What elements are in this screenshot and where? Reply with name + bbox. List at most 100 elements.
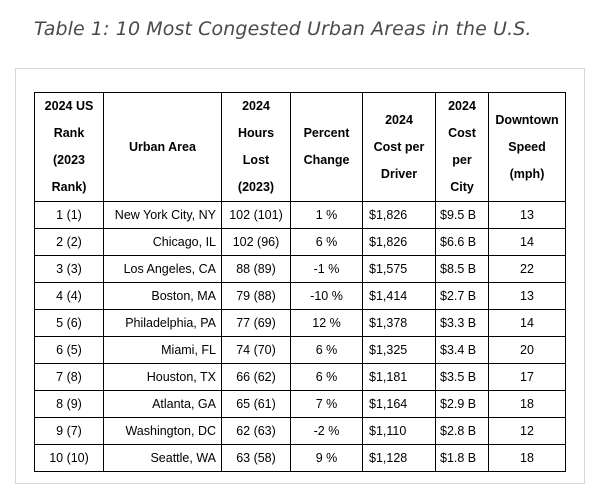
cost-per-city-cell: $2.7 B: [435, 282, 489, 310]
percent-change-cell: -10 %: [290, 282, 363, 310]
table-row: 8 (9) Atlanta, GA 65 (61) 7 % $1,164 $2.9 B 18: [34, 390, 566, 418]
rank-cell: 2 (2): [34, 228, 104, 256]
hours-lost-cell: 79 (88): [221, 282, 291, 310]
cost-per-city-cell: $1.8 B: [435, 444, 489, 472]
table-row: 1 (1) New York City, NY 102 (101) 1 % $1,826…: [34, 201, 566, 229]
table-row: 7 (8) Houston, TX 66 (62) 6 % $1,181 $3.5 B 17: [34, 363, 566, 391]
table-caption: Table 1: 10 Most Congested Urban Areas i…: [34, 18, 532, 40]
header-line: Lost: [242, 153, 270, 167]
header-line: per: [452, 153, 472, 167]
percent-change-cell: 7 %: [290, 390, 363, 418]
hours-lost-cell: 88 (89): [221, 255, 291, 283]
header-line: Cost per: [373, 139, 425, 154]
cost-per-city-cell: $9.5 B: [435, 201, 489, 229]
downtown-speed-cell: 22: [488, 255, 566, 283]
hours-lost-header: 2024 Hours Lost (2023): [221, 92, 291, 202]
table-frame: [15, 68, 585, 484]
hours-lost-cell: 63 (58): [221, 444, 291, 472]
header-line: Rank: [53, 126, 85, 140]
table-row: 9 (7) Washington, DC 62 (63) -2 % $1,110 $2.8…: [34, 417, 566, 445]
header-line: Rank): [51, 180, 87, 194]
cost-per-driver-cell: $1,414: [362, 282, 436, 310]
urban-area-cell: Seattle, WA: [103, 444, 222, 472]
header-line: (2023: [53, 153, 85, 167]
cost-per-city-header: 2024 Cost per City: [435, 92, 489, 202]
cost-per-city-cell: $8.5 B: [435, 255, 489, 283]
urban-area-cell: Atlanta, GA: [103, 390, 222, 418]
percent-change-cell: 1 %: [290, 201, 363, 229]
downtown-speed-cell: 14: [488, 309, 566, 337]
header-line: Change: [303, 153, 350, 167]
cost-per-city-cell: $3.3 B: [435, 309, 489, 337]
table-row: 3 (3) Los Angeles, CA 88 (89) -1 % $1,575 $8.…: [34, 255, 566, 283]
urban-area-cell: Washington, DC: [103, 417, 222, 445]
cost-per-city-cell: $2.8 B: [435, 417, 489, 445]
downtown-speed-cell: 12: [488, 417, 566, 445]
header-line: Cost: [448, 126, 476, 140]
downtown-speed-cell: 14: [488, 228, 566, 256]
cost-per-driver-cell: $1,325: [362, 336, 436, 364]
table-row: 10 (10) Seattle, WA 63 (58) 9 % $1,128 $1.8 B…: [34, 444, 566, 472]
percent-change-cell: 9 %: [290, 444, 363, 472]
hours-lost-cell: 62 (63): [221, 417, 291, 445]
hours-lost-cell: 102 (101): [221, 201, 291, 229]
cost-per-driver-cell: $1,575: [362, 255, 436, 283]
rank-cell: 7 (8): [34, 363, 104, 391]
cost-per-city-cell: $3.4 B: [435, 336, 489, 364]
header-line: 2024: [242, 99, 270, 113]
header-line: 2024: [385, 112, 413, 127]
rank-cell: 6 (5): [34, 336, 104, 364]
downtown-speed-cell: 20: [488, 336, 566, 364]
table-row: 5 (6) Philadelphia, PA 77 (69) 12 % $1,378 $3…: [34, 309, 566, 337]
hours-lost-cell: 77 (69): [221, 309, 291, 337]
header-line: Percent: [303, 126, 350, 140]
rank-cell: 4 (4): [34, 282, 104, 310]
cost-per-driver-cell: $1,826: [362, 201, 436, 229]
downtown-speed-header: Downtown Speed (mph): [488, 92, 566, 202]
urban-area-cell: Los Angeles, CA: [103, 255, 222, 283]
rank-header: 2024 US Rank (2023 Rank): [34, 92, 104, 202]
hours-lost-cell: 74 (70): [221, 336, 291, 364]
rank-cell: 9 (7): [34, 417, 104, 445]
header-line: Speed: [508, 139, 546, 154]
cost-per-city-cell: $3.5 B: [435, 363, 489, 391]
header-line: Hours: [237, 126, 275, 140]
urban-area-cell: Houston, TX: [103, 363, 222, 391]
cost-per-driver-cell: $1,378: [362, 309, 436, 337]
urban-area-cell: New York City, NY: [103, 201, 222, 229]
header-line: 2024 US: [44, 99, 94, 113]
downtown-speed-cell: 17: [488, 363, 566, 391]
table-body: 1 (1) New York City, NY 102 (101) 1 % $1,826…: [34, 201, 566, 472]
header-line: Driver: [380, 166, 418, 181]
cost-per-driver-cell: $1,128: [362, 444, 436, 472]
urban-area-cell: Boston, MA: [103, 282, 222, 310]
hours-lost-cell: 65 (61): [221, 390, 291, 418]
downtown-speed-cell: 18: [488, 444, 566, 472]
rank-cell: 10 (10): [34, 444, 104, 472]
percent-change-cell: 6 %: [290, 363, 363, 391]
rank-cell: 3 (3): [34, 255, 104, 283]
header-line: City: [450, 180, 474, 194]
header-line: Downtown: [495, 112, 559, 127]
rank-cell: 1 (1): [34, 201, 104, 229]
header-row: 2024 US Rank (2023 Rank) Urban Area 2024 Hours…: [34, 92, 566, 202]
cost-per-driver-cell: $1,110: [362, 417, 436, 445]
header-line: (2023): [237, 180, 275, 194]
header-line: 2024: [448, 99, 476, 113]
table-row: 6 (5) Miami, FL 74 (70) 6 % $1,325 $3.4 B 20: [34, 336, 566, 364]
urban-area-header: Urban Area: [103, 92, 222, 202]
cost-per-driver-cell: $1,826: [362, 228, 436, 256]
congestion-table: 2024 US Rank (2023 Rank) Urban Area 2024 Hours…: [34, 92, 566, 472]
rank-cell: 5 (6): [34, 309, 104, 337]
urban-area-cell: Miami, FL: [103, 336, 222, 364]
cost-per-driver-cell: $1,181: [362, 363, 436, 391]
downtown-speed-cell: 13: [488, 201, 566, 229]
percent-change-cell: 6 %: [290, 228, 363, 256]
cost-per-city-cell: $6.6 B: [435, 228, 489, 256]
percent-change-cell: -2 %: [290, 417, 363, 445]
cost-per-driver-cell: $1,164: [362, 390, 436, 418]
percent-change-cell: 6 %: [290, 336, 363, 364]
percent-change-cell: 12 %: [290, 309, 363, 337]
